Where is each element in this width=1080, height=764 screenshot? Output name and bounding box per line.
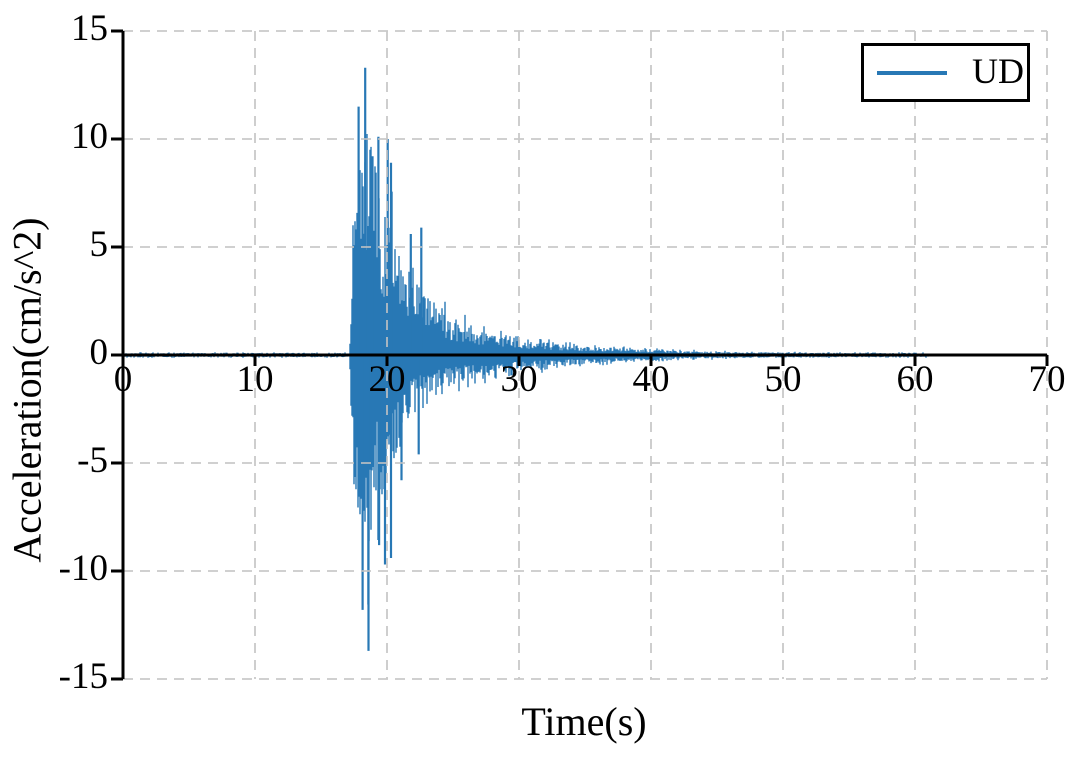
x-tick-label: 10	[236, 359, 274, 400]
legend-line-sample	[877, 70, 947, 75]
x-axis-label: Time(s)	[521, 699, 647, 744]
y-tick-label: -10	[58, 548, 108, 589]
x-tick-label: 60	[896, 359, 934, 400]
y-tick-label: 0	[89, 332, 109, 373]
x-tick-label: 70	[1028, 359, 1066, 400]
x-tick-label: 40	[632, 359, 670, 400]
legend-label: UD	[972, 51, 1024, 91]
y-axis-label: Acceleration(cm/s^2)	[4, 217, 50, 563]
y-tick-label: -15	[58, 656, 108, 697]
tick-marks	[111, 29, 1049, 681]
legend-box: UD	[861, 43, 1030, 102]
y-tick-label: 10	[71, 116, 108, 157]
x-tick-label: 20	[368, 359, 406, 400]
x-tick-label: 0	[113, 359, 133, 400]
trace-peaks	[357, 67, 423, 651]
y-tick-label: -5	[77, 440, 108, 481]
x-tick-label: 30	[500, 359, 538, 400]
x-tick-label: 50	[764, 359, 802, 400]
y-tick-label: 5	[89, 224, 109, 265]
y-tick-label: 15	[71, 8, 108, 49]
